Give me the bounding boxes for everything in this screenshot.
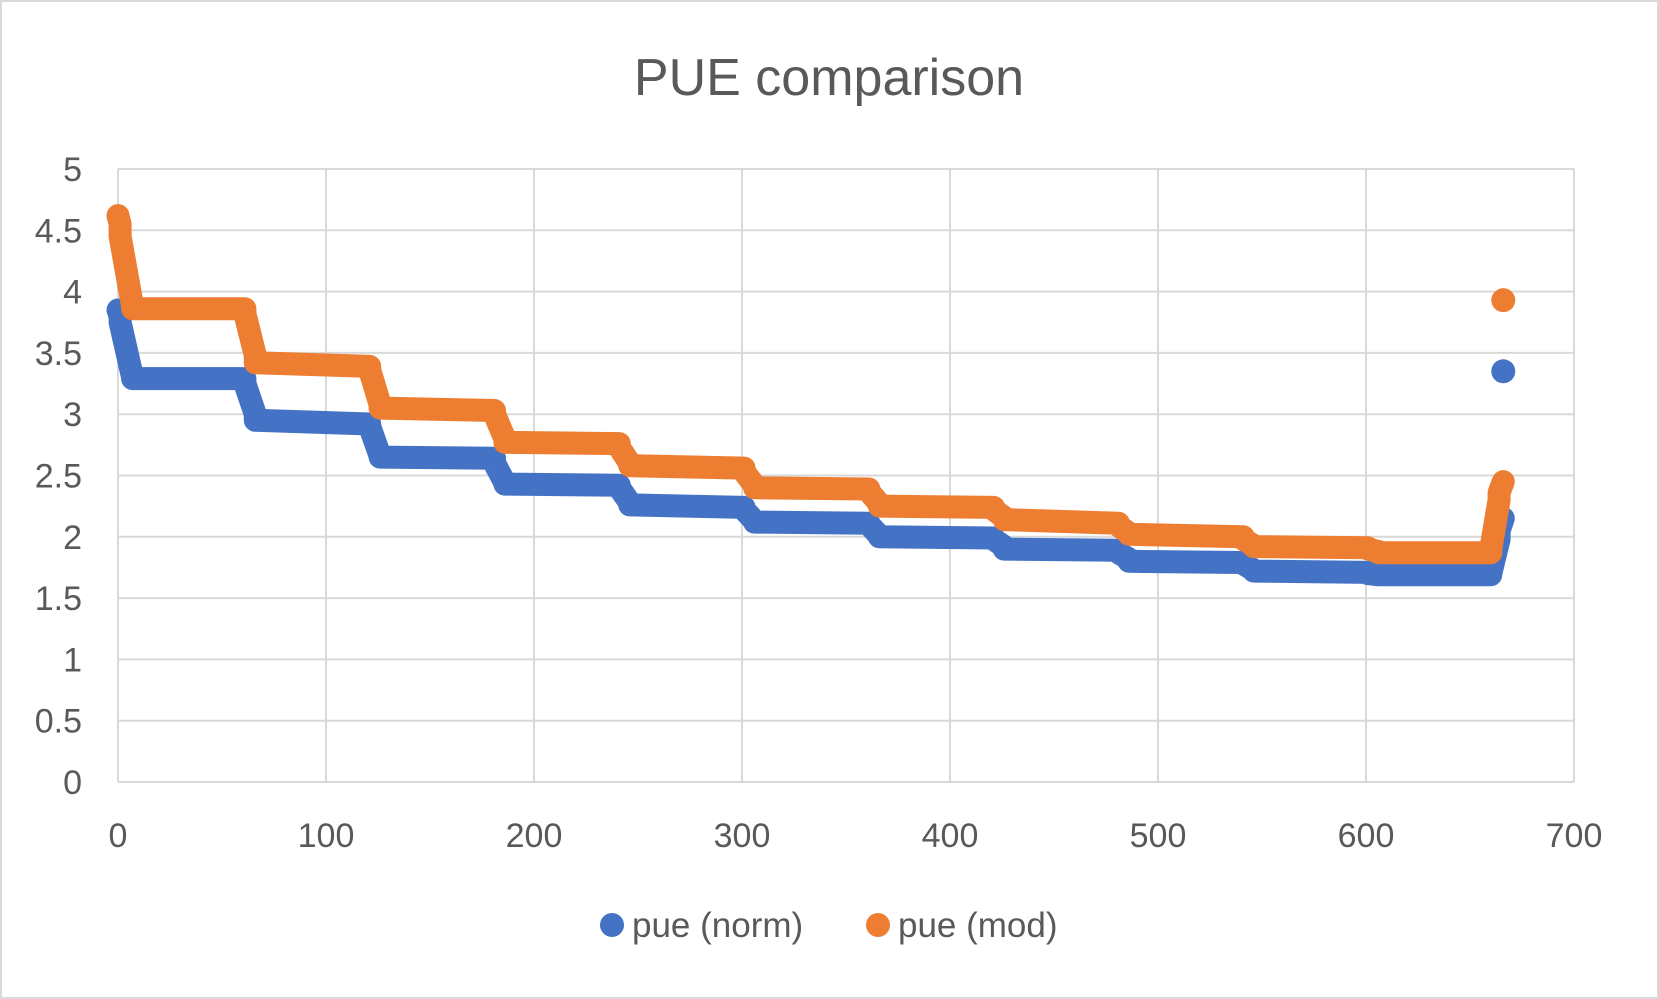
y-tick-label: 1.5 — [35, 580, 82, 618]
series-trail — [106, 204, 1515, 565]
data-point-outlier — [1491, 359, 1516, 384]
y-tick-label: 3 — [63, 396, 82, 434]
x-tick-label: 700 — [1546, 817, 1603, 855]
legend-label-norm: pue (norm) — [632, 906, 803, 945]
y-tick-label: 4.5 — [35, 212, 82, 250]
y-tick-label: 5 — [63, 151, 82, 189]
y-tick-label: 2.5 — [35, 458, 82, 496]
legend-marker-norm — [600, 913, 624, 937]
x-tick-label: 300 — [714, 817, 771, 855]
legend: pue (norm) pue (mod) — [600, 906, 1058, 945]
series-trail — [106, 298, 1515, 587]
y-tick-label: 0 — [63, 764, 82, 802]
series-norm — [106, 298, 1516, 587]
x-tick-label: 400 — [922, 817, 979, 855]
y-tick-label: 1 — [63, 641, 82, 679]
y-tick-label: 4 — [63, 274, 82, 312]
x-tick-label: 100 — [298, 817, 355, 855]
x-tick-label: 200 — [506, 817, 563, 855]
x-tick-label: 600 — [1338, 817, 1395, 855]
x-tick-label: 500 — [1130, 817, 1187, 855]
legend-marker-mod — [866, 913, 890, 937]
data-point-outlier — [1491, 288, 1516, 313]
grid-layer — [117, 168, 1575, 783]
axis-layer: 0 0.5 1 1.5 2 2.5 3 3.5 4 4.5 5 0 100 200 300 400 500 600… — [35, 151, 1603, 855]
legend-label-mod: pue (mod) — [898, 906, 1058, 945]
series-layer — [106, 204, 1516, 587]
x-tick-label: 0 — [109, 817, 128, 855]
y-tick-label: 3.5 — [35, 335, 82, 373]
y-tick-label: 0.5 — [35, 703, 82, 741]
y-tick-label: 2 — [63, 519, 82, 557]
chart-title: PUE comparison — [634, 49, 1024, 107]
series-mod — [106, 204, 1516, 565]
